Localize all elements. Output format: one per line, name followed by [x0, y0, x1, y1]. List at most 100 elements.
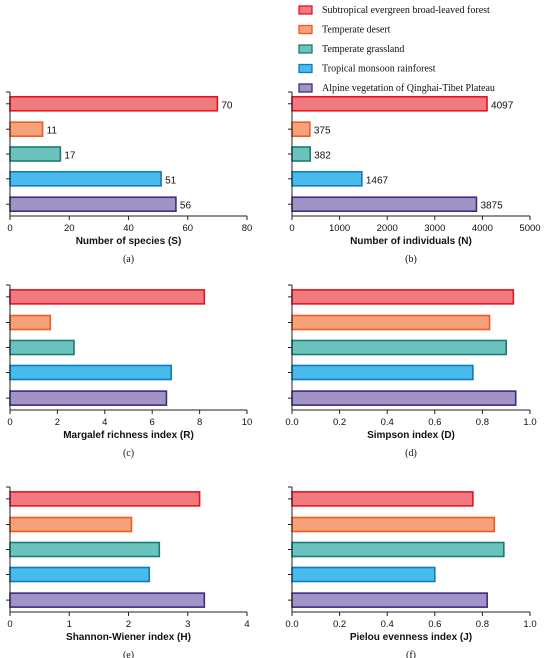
- bar-4: [291, 592, 488, 608]
- data-label-4: 56: [180, 201, 192, 212]
- x-axis-label: Number of species (S): [76, 236, 182, 247]
- x-tick-label-3: 3000: [424, 223, 445, 234]
- x-tick-label-4: 8: [197, 417, 202, 428]
- bar-1: [9, 516, 133, 533]
- bar-0: [291, 95, 488, 112]
- x-tick-label-2: 2000: [377, 223, 398, 234]
- data-label-1: 11: [47, 126, 58, 137]
- panel-c: 0 2 4 6 8 10 Margalef richness index (R) (c): [6, 284, 253, 459]
- x-tick-label-2: 4: [102, 417, 107, 428]
- legend-swatch-1: [298, 24, 313, 35]
- x-tick-label-1: 0.2: [333, 417, 346, 428]
- bar-1: [9, 121, 44, 137]
- panel-caption: (c): [123, 448, 134, 459]
- x-tick-label-0: 0: [7, 619, 12, 630]
- x-tick-label-5: 10: [242, 417, 253, 428]
- x-tick-label-3: 3: [185, 619, 190, 630]
- x-tick-label-1: 1000: [329, 223, 350, 234]
- bar-3: [9, 566, 151, 583]
- bar-2: [291, 541, 505, 558]
- panel-e: 0 1 2 3 4 Shannon-Wiener index (H) (e): [6, 486, 250, 658]
- legend: Subtropical evergreen broad-leaved fores…: [298, 5, 495, 94]
- panel-f: 0.0 0.2 0.4 0.6 0.8 1.0 Pielou evenness index …: [285, 486, 537, 658]
- x-tick-label-0: 0.0: [285, 417, 298, 428]
- bar-1: [291, 121, 311, 137]
- bar-0: [9, 95, 219, 112]
- x-tick-label-3: 0.6: [428, 619, 441, 630]
- bar-3: [291, 171, 363, 187]
- bar-3: [9, 171, 162, 187]
- bar-3: [9, 364, 172, 381]
- bar-4: [9, 390, 168, 406]
- x-tick-label-2: 40: [123, 223, 134, 234]
- legend-label-1: Temperate desert: [322, 25, 391, 36]
- x-tick-label-1: 1: [67, 619, 72, 630]
- legend-label-0: Subtropical evergreen broad-leaved fores…: [322, 5, 490, 16]
- x-axis-label: Pielou evenness index (J): [350, 632, 472, 643]
- x-tick-label-4: 0.8: [476, 619, 489, 630]
- x-axis-label: Number of individuals (N): [350, 236, 472, 247]
- legend-swatch-2: [298, 44, 313, 54]
- x-tick-label-3: 60: [182, 223, 193, 234]
- x-tick-label-3: 0.6: [428, 417, 441, 428]
- data-label-2: 17: [64, 151, 76, 162]
- bar-1: [9, 314, 52, 331]
- bar-4: [9, 196, 177, 213]
- data-label-2: 382: [314, 151, 331, 162]
- panel-caption: (d): [405, 448, 417, 459]
- bar-0: [291, 491, 474, 507]
- x-tick-label-4: 4000: [472, 223, 493, 234]
- x-axis-label: Margalef richness index (R): [63, 430, 194, 441]
- x-tick-label-5: 1.0: [523, 417, 536, 428]
- panel-caption: (a): [123, 254, 134, 265]
- x-tick-label-1: 0.2: [333, 619, 346, 630]
- bar-3: [291, 364, 474, 381]
- x-tick-label-3: 6: [150, 417, 155, 428]
- x-tick-label-0: 0.0: [285, 619, 298, 630]
- x-tick-label-2: 0.4: [381, 417, 394, 428]
- data-label-3: 51: [165, 175, 177, 186]
- x-tick-label-0: 0: [7, 417, 12, 428]
- bar-2: [9, 541, 161, 558]
- bar-2: [291, 146, 311, 162]
- bar-3: [291, 566, 436, 583]
- data-label-1: 375: [314, 126, 331, 137]
- x-tick-label-0: 0: [289, 223, 294, 234]
- bar-4: [9, 592, 206, 608]
- bar-2: [9, 339, 75, 356]
- data-label-3: 1467: [366, 175, 389, 186]
- data-label-0: 4097: [491, 100, 514, 111]
- panel-caption: (f): [406, 650, 416, 658]
- legend-label-2: Temperate grassland: [322, 44, 404, 55]
- x-tick-label-1: 2: [55, 417, 60, 428]
- bar-0: [9, 289, 206, 305]
- legend-swatch-4: [298, 83, 313, 93]
- panel-a: 70 11 17 51 56 0 20 40 60 80 Number of species (S)…: [6, 91, 253, 265]
- panel-caption: (b): [405, 254, 417, 265]
- x-tick-label-0: 0: [7, 223, 12, 234]
- bar-1: [291, 516, 496, 533]
- panel-d: 0.0 0.2 0.4 0.6 0.8 1.0 Simpson index (D) (d): [285, 284, 537, 459]
- bar-2: [9, 146, 62, 162]
- legend-swatch-0: [298, 5, 313, 15]
- panel-b: 4097 375 382 1467 3875 0 1000 2000 3000 4000 5000 N…: [288, 91, 541, 265]
- data-label-0: 70: [221, 100, 233, 111]
- x-tick-label-4: 4: [244, 619, 249, 630]
- x-tick-label-5: 1.0: [523, 619, 536, 630]
- bar-4: [291, 390, 517, 406]
- x-tick-label-5: 5000: [519, 223, 540, 234]
- legend-swatch-3: [298, 63, 313, 74]
- legend-label-4: Alpine vegetation of Qinghai-Tibet Plate…: [322, 83, 495, 94]
- x-tick-label-1: 20: [64, 223, 75, 234]
- x-tick-label-4: 80: [242, 223, 253, 234]
- x-tick-label-4: 0.8: [476, 417, 489, 428]
- data-label-4: 3875: [480, 201, 503, 212]
- bar-4: [291, 196, 478, 213]
- bar-2: [291, 339, 507, 356]
- x-axis-label: Simpson index (D): [367, 430, 455, 441]
- bar-0: [9, 491, 201, 507]
- panel-caption: (e): [123, 650, 134, 658]
- x-tick-label-2: 0.4: [381, 619, 394, 630]
- legend-label-3: Tropical monsoon rainforest: [322, 64, 436, 75]
